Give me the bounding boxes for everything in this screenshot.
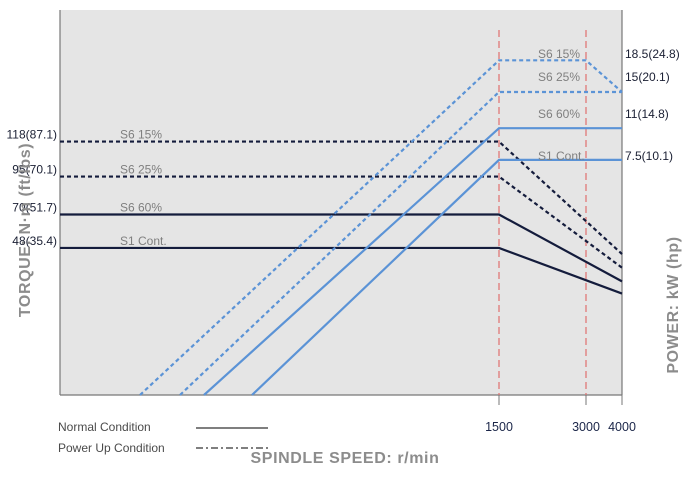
x-tick-label: 3000 [572, 420, 600, 434]
power-condition-label: S1 Cont. [538, 149, 585, 163]
torque-line-1 [60, 175, 623, 269]
torque-condition-label: S6 15% [120, 128, 162, 142]
torque-condition-label: S6 60% [120, 201, 162, 215]
power-condition-label: S6 25% [538, 70, 580, 84]
power-value-label: 11(14.8) [625, 107, 669, 121]
torque-line-3 [60, 246, 623, 295]
power-line-1 [179, 90, 622, 396]
torque-value-label: 118(87.1) [7, 128, 57, 142]
power-value-label: 15(20.1) [625, 70, 670, 84]
torque-value-label: 70(51.7) [12, 201, 57, 215]
power-value-label: 7.5(10.1) [625, 149, 673, 163]
torque-condition-label: S1 Cont. [120, 234, 167, 248]
legend: Normal Condition Power Up Condition [58, 420, 268, 455]
y-axis-title-right: POWER: kW (hp) [665, 236, 682, 373]
power-condition-label: S6 60% [538, 107, 580, 121]
power-line-3 [251, 158, 622, 396]
power-line-2 [203, 127, 622, 396]
x-tick-label: 4000 [608, 420, 636, 434]
power-condition-label: S6 15% [538, 47, 580, 61]
torque-line-2 [60, 213, 623, 283]
legend-powerup-label: Power Up Condition [58, 441, 165, 455]
plot-area [60, 10, 622, 395]
torque-value-label: 48(35.4) [12, 234, 57, 248]
x-tick-label: 1500 [485, 420, 513, 434]
torque-value-label: 95(70.1) [12, 163, 57, 177]
legend-normal-label: Normal Condition [58, 420, 151, 434]
power-value-label: 18.5(24.8) [625, 47, 680, 61]
power-line-0 [139, 59, 623, 396]
x-axis-title: SPINDLE SPEED: r/min [251, 450, 440, 467]
y-axis-title-left: TORQUE: N·m (ft/lbs) [17, 143, 34, 317]
torque-condition-label: S6 25% [120, 163, 162, 177]
